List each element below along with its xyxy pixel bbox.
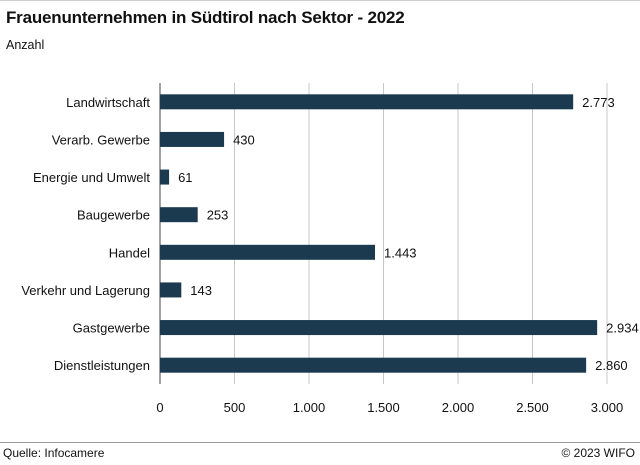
x-tick-label: 0 (156, 400, 163, 415)
x-tick-label: 3.000 (591, 400, 624, 415)
value-label: 1.443 (384, 245, 417, 260)
value-label: 253 (207, 208, 229, 223)
value-label: 2.773 (582, 95, 615, 110)
category-label: Baugewerbe (77, 208, 150, 223)
bar (160, 131, 225, 147)
value-label: 2.934 (606, 321, 639, 336)
x-tick-label: 500 (224, 400, 246, 415)
bar (160, 244, 376, 260)
value-label: 2.860 (595, 358, 628, 373)
top-border (0, 0, 640, 1)
bar (160, 207, 198, 223)
bar (160, 320, 598, 336)
bar (160, 94, 574, 110)
footer-divider (0, 442, 640, 443)
value-label: 61 (178, 170, 192, 185)
chart-subtitle: Anzahl (6, 38, 45, 52)
bar-chart: 0 500 1.000 1.500 2.000 2.500 3.000 Landwirtsch… (21, 83, 639, 415)
category-label: Landwirtschaft (66, 95, 150, 110)
x-tick-label: 1.500 (367, 400, 400, 415)
x-tick-label: 1.000 (293, 400, 326, 415)
copyright-note: © 2023 WIFO (561, 446, 635, 460)
category-label: Dienstleistungen (54, 358, 150, 373)
bar (160, 357, 587, 373)
category-label: Verarb. Gewerbe (52, 132, 150, 147)
x-tick-label: 2.500 (516, 400, 549, 415)
value-label: 143 (190, 283, 212, 298)
bar (160, 169, 170, 185)
category-label: Gastgewerbe (73, 321, 150, 336)
category-label: Verkehr und Lagerung (21, 283, 150, 298)
bar (160, 282, 182, 298)
value-label: 430 (233, 132, 255, 147)
x-tick-label: 2.000 (442, 400, 475, 415)
source-note: Quelle: Infocamere (3, 446, 105, 460)
category-label: Handel (109, 245, 150, 260)
category-label: Energie und Umwelt (33, 170, 150, 185)
chart-title: Frauenunternehmen in Südtirol nach Sekto… (6, 8, 405, 27)
